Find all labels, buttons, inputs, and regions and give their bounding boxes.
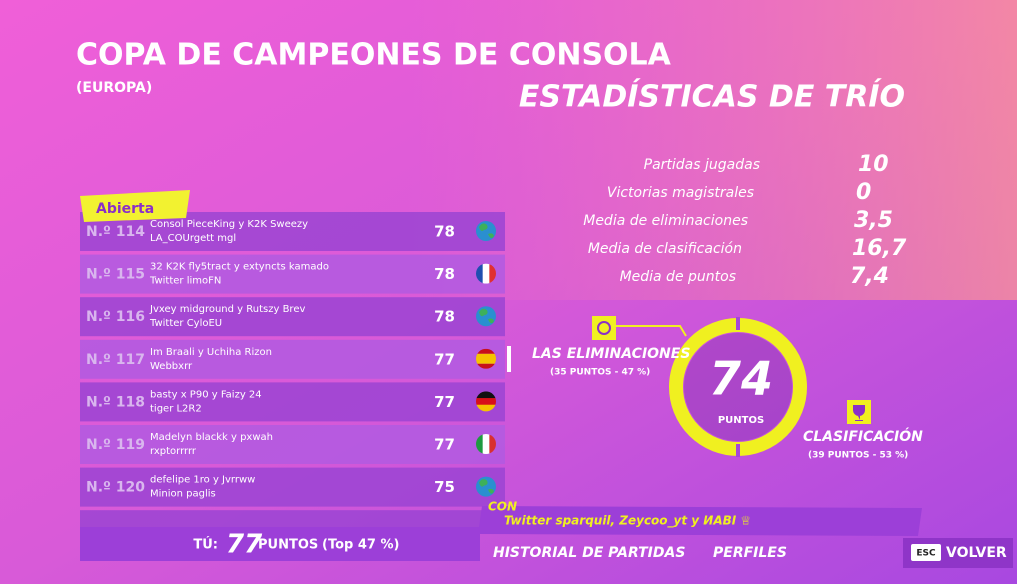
flag-stripe [476, 348, 496, 354]
team-line1: defelipe 1ro y Jvrrww [150, 475, 255, 486]
you-unit: PUNTOS [258, 538, 318, 553]
flag-stripe [476, 363, 496, 369]
elims-label: LAS ELIMINACIONES [532, 346, 690, 362]
rank: N.º 117 [86, 352, 145, 368]
team-line1: 32 K2K fly5tract y extyncts kamado [150, 262, 329, 273]
rank: N.º 115 [86, 267, 145, 283]
points: 78 [434, 223, 455, 241]
flag-stripe [476, 353, 496, 364]
stat-value: 10 [858, 152, 889, 177]
team-line1: Madelyn blackk y pxwah [150, 432, 273, 443]
scrollbar[interactable] [507, 346, 511, 372]
back-label[interactable]: VOLVER [946, 545, 1007, 561]
points: 78 [434, 308, 455, 326]
you-label: TÚ: [193, 537, 218, 553]
team-label: CON [488, 500, 517, 514]
rank: N.º 120 [86, 480, 145, 496]
title: COPA DE CAMPEONES DE CONSOLA [76, 38, 672, 73]
team-members: Twitter sparquil, Zeycoo_yt y ИABI ♕ [504, 514, 751, 529]
flag-land [479, 223, 494, 239]
subtitle: (EUROPA) [76, 80, 152, 96]
team-line1: Consol PieceKing y K2K Sweezy [150, 219, 308, 230]
placement-detail: (39 PUNTOS - 53 %) [808, 451, 908, 461]
trophy [853, 405, 865, 421]
flag-stripe [482, 434, 490, 454]
team-line1: Im Braali y Uchiha Rizon [150, 347, 272, 358]
points: 78 [434, 265, 455, 283]
total-unit: PUNTOS [718, 415, 764, 426]
flag-globe [476, 476, 496, 497]
stat-value: 7,4 [850, 264, 889, 289]
tab[interactable]: Abierta [96, 201, 154, 217]
leaderboard: N.º 114 Consol PieceKing y K2K Sweezy LA_C… [80, 212, 505, 549]
elims-icon [592, 316, 616, 340]
rank: N.º 116 [86, 309, 145, 325]
flag-stripe [489, 263, 496, 284]
stat-label: Partidas jugadas [644, 157, 760, 173]
flag-stripe [482, 263, 490, 284]
row-bg[interactable] [80, 467, 505, 507]
stats-list: Partidas jugadas 10 Victorias magistrales 0… [583, 152, 907, 289]
team-line2: LA_COUrgett mgl [150, 233, 236, 244]
team-line2: Minion paglis [150, 489, 216, 500]
points: 77 [434, 393, 455, 411]
rank: N.º 118 [86, 394, 145, 410]
flag-stripe [476, 404, 496, 412]
stat-label: Victorias magistrales [607, 185, 754, 201]
tab-bg[interactable] [80, 190, 190, 222]
team-line2: Webbxrr [150, 361, 193, 372]
you-top: (Top 47 %) [322, 538, 399, 553]
flag-land [479, 479, 494, 494]
flag-stripe [476, 391, 496, 399]
you-bar [80, 527, 480, 561]
row-bg[interactable] [80, 297, 505, 337]
stat-value: 3,5 [854, 208, 893, 233]
profiles-link[interactable]: PERFILES [713, 545, 787, 561]
placement-label: CLASIFICACIÓN [803, 427, 923, 445]
rank: N.º 114 [86, 224, 145, 240]
row-bg[interactable] [80, 425, 505, 464]
row-bg-partial[interactable] [80, 510, 505, 549]
points: 77 [434, 436, 455, 454]
stat-label: Media de clasificación [588, 241, 742, 257]
stat-value: 0 [856, 180, 871, 205]
team-line1: Jvxey midground y Rutszy Brev [149, 304, 305, 315]
stat-label: Media de eliminaciones [583, 213, 748, 229]
team-line2: Twitter CyloEU [149, 318, 222, 329]
flag-stripe [476, 434, 484, 454]
key-label: ESC [916, 549, 936, 559]
key-cap [911, 544, 941, 561]
flag-stripe [476, 398, 496, 406]
stats-title: ESTADÍSTICAS DE TRÍO [519, 79, 905, 115]
stat-value: 16,7 [852, 236, 907, 261]
donut-center [684, 333, 792, 441]
row-bg[interactable] [80, 382, 505, 422]
elims-detail: (35 PUNTOS - 47 %) [550, 368, 650, 378]
team-line2: Twitter limoFN [149, 276, 221, 287]
flag-land [479, 308, 494, 324]
stat-label: Media de puntos [620, 269, 736, 285]
team-line2: tiger L2R2 [150, 403, 202, 414]
row-bg[interactable] [80, 254, 505, 294]
flag-globe [476, 306, 496, 327]
team-line2: rxptorrrrr [150, 446, 197, 457]
rank: N.º 119 [86, 437, 145, 453]
team-bar [478, 506, 922, 536]
you-points: 77 [226, 530, 263, 560]
flag-stripe [476, 263, 484, 284]
team-line1: basty x P90 y Faizy 24 [150, 389, 262, 400]
row-bg[interactable] [80, 339, 505, 379]
points: 77 [434, 350, 455, 368]
total-score: 74 [709, 352, 773, 406]
crosshair [597, 321, 611, 335]
points: 75 [434, 478, 455, 496]
flag-stripe [489, 434, 496, 454]
flag-globe [476, 221, 496, 241]
history-link[interactable]: HISTORIAL DE PARTIDAS [493, 545, 685, 561]
